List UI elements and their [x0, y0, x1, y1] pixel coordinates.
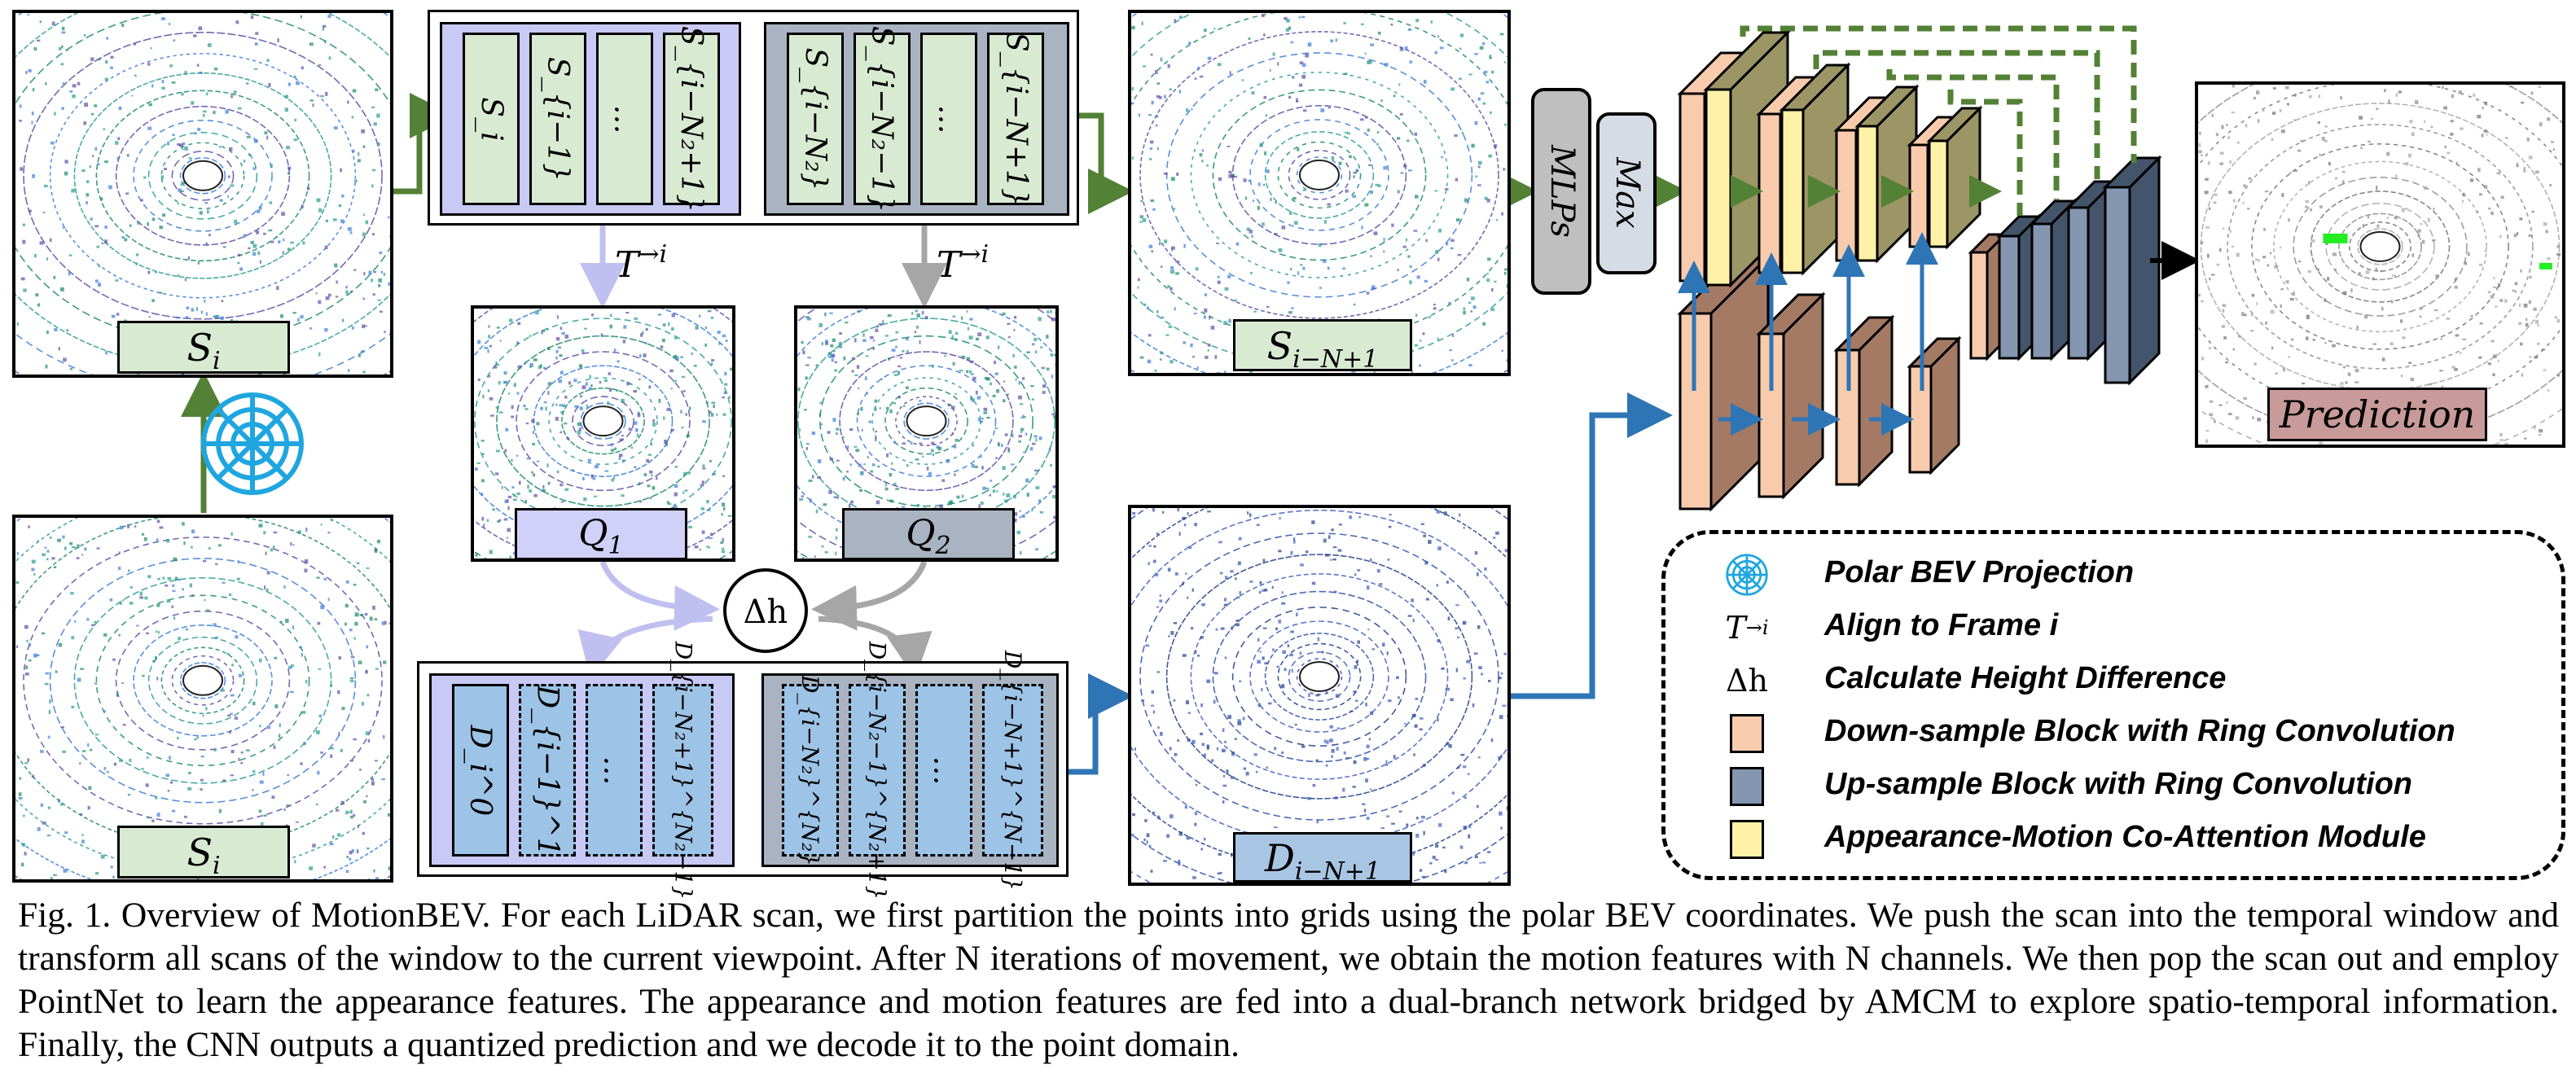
arrow-seq-to-sout	[1059, 112, 1134, 214]
legend-text-attention: Appearance-Motion Co-Attention Module	[1824, 820, 2426, 854]
delta-h-symbol: Δh	[1726, 663, 1768, 699]
slot-top-g2: …	[920, 33, 977, 205]
slot-bottom-p3: D_{i−N₂+1}^{N₂−1}	[652, 641, 713, 900]
motionbev-overview-figure: T→i T→i Δh MLPs Max Si Si Si−N+1 Di−N+1 …	[12, 10, 2565, 900]
legend-text-polar: Polar BEV Projection	[1824, 555, 2135, 589]
point-cloud-image	[15, 13, 390, 375]
motion-window-bottom: D_i^0 D_{i−1}^1 … D_{i−N₂+1}^{N₂−1} D_{i…	[417, 641, 1069, 900]
bev-scan-q1: Q1	[471, 305, 735, 562]
legend: Polar BEV Projection T →i Align to Frame …	[1661, 530, 2565, 880]
motion-window-bottom-purple: D_i^0 D_{i−1}^1 … D_{i−N₂+1}^{N₂−1}	[429, 641, 735, 900]
bev-scan-d-out: Di−N+1	[1128, 505, 1511, 886]
legend-row-height: Δh Calculate Height Difference	[1665, 656, 2561, 705]
mlps-block	[1531, 88, 1591, 295]
motion-down-block-4	[1907, 335, 1962, 475]
figure-canvas: T→i T→i Δh MLPs Max	[181, 25, 2201, 795]
motion-down-block-3	[1833, 314, 1895, 488]
legend-row-align: T →i Align to Frame i	[1665, 603, 2561, 652]
scan-window-top-gray: S_{i−N₂} S_{i−N₂−1} … S_{i−N+1}	[764, 22, 1069, 216]
arrow-dout-to-net	[1507, 392, 1673, 699]
s-out-label: Si−N+1	[1233, 319, 1412, 373]
figure-caption: Fig. 1. Overview of MotionBEV. For each …	[18, 896, 2559, 1064]
skip-connections	[1740, 25, 2137, 216]
transform-label-purple: T→i	[615, 240, 667, 286]
si-bottom-label: Si	[117, 826, 290, 879]
polar-icon	[1722, 554, 1771, 596]
legend-row-polar: Polar BEV Projection	[1665, 550, 2561, 599]
slot-top-p1: S_{i−1}	[529, 33, 586, 205]
si-top-label: Si	[117, 321, 290, 375]
arrow-dh-to-purple	[577, 616, 713, 679]
legend-text-up: Up-sample Block with Ring Convolution	[1824, 767, 2412, 801]
head-down-block	[1968, 231, 2008, 361]
slot-top-g3: S_{i−N+1}	[987, 32, 1044, 206]
attention-block-4	[1926, 105, 1983, 250]
slot-bottom-g2: …	[915, 684, 972, 857]
scan-window-top-purple: S_i S_{i−1} … S_{i−N₂+1}	[440, 22, 741, 216]
point-cloud-image	[1131, 508, 1507, 883]
slot-top-g1: S_{i−N₂−1}	[854, 25, 911, 213]
q1-label: Q1	[515, 508, 687, 559]
arrow-d-seq-to-dout	[1051, 673, 1134, 775]
transform-label-gray: T→i	[937, 240, 989, 286]
legend-text-align: Align to Frame i	[1824, 608, 2059, 642]
bev-scan-si-bottom: Si	[12, 515, 393, 883]
legend-row-down: Down-sample Block with Ring Convolution	[1665, 709, 2561, 758]
up-block-4	[2102, 155, 2162, 386]
q2-label: Q2	[842, 508, 1015, 559]
legend-text-down: Down-sample Block with Ring Convolution	[1824, 714, 2455, 748]
slot-bottom-p1: D_{i−1}^1	[519, 684, 576, 857]
polar-projection-icon	[201, 392, 304, 495]
dual-branch-network	[1677, 29, 2162, 512]
attention-block-swatch	[1722, 820, 1771, 859]
max-block	[1596, 112, 1657, 274]
slot-bottom-p2: …	[586, 684, 643, 857]
up-block-2	[2029, 198, 2078, 361]
down-block-swatch	[1722, 714, 1771, 753]
slot-top-p3: S_{i−N₂+1}	[663, 25, 720, 213]
slot-top-p2: …	[596, 33, 653, 205]
slot-bottom-g3: D_{i−N+1}^{N−1}	[982, 650, 1043, 891]
prediction-image: Prediction	[2195, 81, 2565, 448]
slot-bottom-p0: D_i^0	[452, 684, 509, 857]
max-label: Max	[1608, 156, 1646, 228]
point-cloud-image	[2198, 85, 2562, 445]
prediction-label: Prediction	[2267, 388, 2487, 441]
slot-top-g0: S_{i−N₂}	[787, 33, 844, 205]
legend-row-attention: Appearance-Motion Co-Attention Module	[1665, 815, 2561, 864]
arrow-q2-to-dh	[811, 560, 928, 631]
up-block-swatch	[1722, 767, 1771, 806]
slot-bottom-g1: D_{i−N₂−1}^{N₂+1}	[849, 641, 906, 900]
arrow-q1-to-dh	[599, 560, 720, 631]
mlps-label: MLPs	[1543, 144, 1581, 238]
bev-scan-s-out: Si−N+1	[1128, 10, 1511, 376]
d-out-label: Di−N+1	[1233, 832, 1412, 883]
legend-row-up: Up-sample Block with Ring Convolution	[1665, 762, 2561, 811]
bev-scan-q2: Q2	[794, 305, 1059, 562]
slot-bottom-g0: D_{i−N₂}^{N₂}	[782, 674, 839, 866]
motion-down-block-2	[1756, 291, 1826, 500]
delta-h-circle	[723, 568, 808, 653]
legend-text-height: Calculate Height Difference	[1824, 661, 2227, 695]
transform-symbol: T →i	[1725, 610, 1769, 646]
bev-scan-si-top: Si	[12, 10, 393, 378]
motion-window-bottom-gray: D_{i−N₂}^{N₂} D_{i−N₂−1}^{N₂+1} … D_{i−N…	[761, 641, 1059, 900]
delta-h-label: Δh	[744, 594, 788, 631]
scan-window-top: S_i S_{i−1} … S_{i−N₂+1} S_{i−N₂} S_{i−N…	[428, 10, 1079, 226]
slot-top-p0: S_i	[463, 33, 520, 205]
arrow-dh-to-gray	[818, 616, 933, 679]
attention-block-3	[1854, 84, 1920, 264]
